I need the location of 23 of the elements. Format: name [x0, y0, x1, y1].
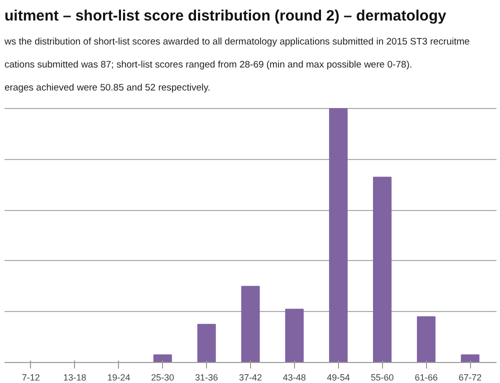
x-tick-label: 7-12	[22, 372, 40, 382]
x-tick-label: 49-54	[326, 372, 350, 382]
bar	[373, 176, 392, 362]
bar	[197, 324, 216, 362]
bar	[329, 108, 348, 362]
text: erages achieved were 50.85 and 52 respectively.	[4, 82, 210, 94]
bar	[460, 354, 480, 362]
bar	[241, 286, 260, 362]
x-tick-label: 19-24	[107, 372, 130, 382]
chart-title: uitment – short-list score distribution (round 2) – dermatology	[4, 8, 447, 24]
text: ws the distribution of short-list scores awarded to all dermatology applications submitted in 2015 ST3 recruitme	[4, 36, 470, 48]
x-tick-label: 25-30	[151, 372, 174, 382]
x-tick-label: 31-36	[195, 372, 218, 382]
x-tick-label: 67-72	[458, 372, 482, 382]
text: cations submitted was 87; short-list scores ranged from 28-69 (min and max possible were 0-78).	[4, 60, 412, 70]
bar	[416, 316, 436, 362]
bar	[285, 308, 304, 362]
x-tick-label: 61-66	[414, 372, 438, 382]
bar	[153, 354, 172, 362]
x-tick-label: 37-42	[238, 372, 262, 382]
x-tick-label: 55-60	[370, 372, 394, 382]
x-tick-label: 13-18	[63, 372, 86, 382]
x-tick-label: 43-48	[282, 372, 306, 382]
